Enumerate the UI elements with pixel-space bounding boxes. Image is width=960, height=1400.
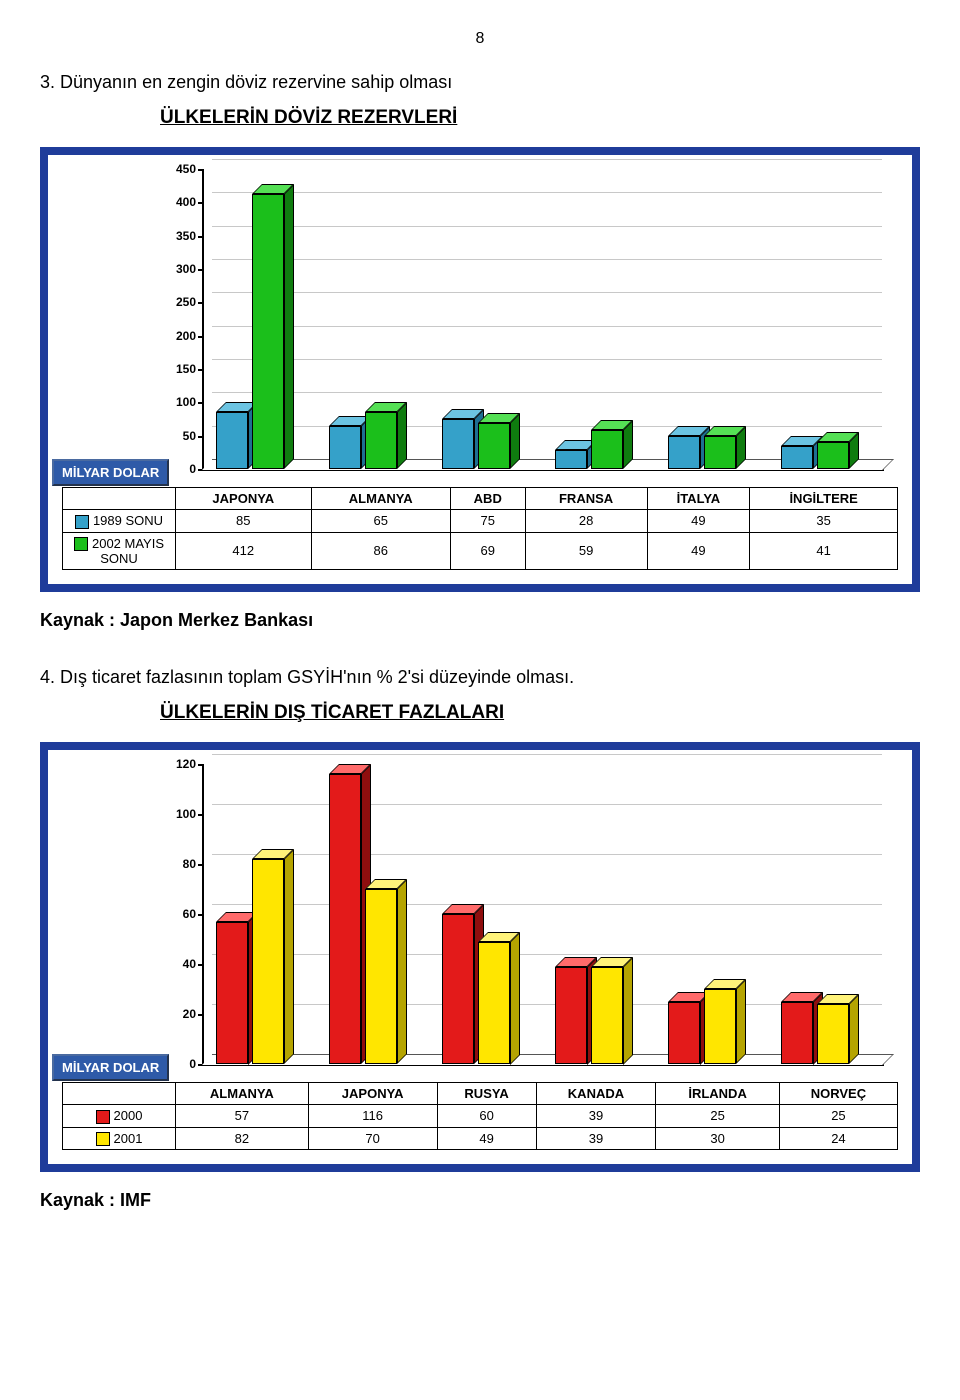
y-tick-label: 0 (162, 1057, 196, 1071)
bar (781, 446, 813, 469)
y-tick-label: 0 (162, 462, 196, 476)
data-cell: 86 (311, 532, 450, 570)
gridline (212, 754, 882, 755)
chart-frame-1: MİLYAR DOLAR 0 50 100 150 200 250 300 350 400 450… (40, 147, 920, 592)
data-cell: 59 (525, 532, 647, 570)
column-header: JAPONYA (176, 488, 312, 510)
source-2: Kaynak : IMF (40, 1190, 920, 1211)
bar (781, 1002, 813, 1065)
bar (478, 942, 510, 1065)
y-tick-label: 300 (162, 262, 196, 276)
column-header: NORVEÇ (779, 1083, 897, 1105)
bar (704, 436, 736, 469)
data-cell: 49 (647, 532, 750, 570)
y-tick-label: 50 (162, 429, 196, 443)
bar (668, 436, 700, 469)
y-tick-label: 150 (162, 362, 196, 376)
section-heading-1: 3. Dünyanın en zengin döviz rezervine sa… (40, 72, 920, 93)
y-axis-label-2: MİLYAR DOLAR (52, 1054, 169, 1081)
y-tick-label: 20 (162, 1007, 196, 1021)
bar (555, 450, 587, 469)
y-tick-label: 450 (162, 162, 196, 176)
bar (478, 423, 510, 469)
legend-cell: 2001 (63, 1127, 176, 1150)
column-header: JAPONYA (308, 1083, 437, 1105)
bar (442, 419, 474, 469)
column-header: İTALYA (647, 488, 750, 510)
column-header: ALMANYA (176, 1083, 309, 1105)
bar (329, 774, 361, 1064)
bar (817, 1004, 849, 1064)
column-header: KANADA (536, 1083, 656, 1105)
data-cell: 41 (750, 532, 898, 570)
bar (555, 967, 587, 1065)
column-header: RUSYA (437, 1083, 536, 1105)
legend-cell: 2002 MAYIS SONU (63, 532, 176, 570)
chart-title-1: ÜLKELERİN DÖVİZ REZERVLERİ (160, 107, 920, 129)
data-cell: 35 (750, 510, 898, 533)
bar (216, 922, 248, 1065)
y-tick-label: 200 (162, 329, 196, 343)
data-cell: 85 (176, 510, 312, 533)
bar (252, 194, 284, 469)
bar (591, 967, 623, 1065)
y-tick-label: 40 (162, 957, 196, 971)
column-header: ABD (450, 488, 525, 510)
y-tick-label: 350 (162, 229, 196, 243)
data-cell: 30 (656, 1127, 779, 1150)
bar (704, 989, 736, 1064)
data-cell: 25 (656, 1105, 779, 1128)
gridline (212, 159, 882, 160)
data-cell: 75 (450, 510, 525, 533)
bar (817, 442, 849, 469)
chart-title-2: ÜLKELERİN DIŞ TİCARET FAZLALARI (160, 702, 920, 724)
y-tick-label: 80 (162, 857, 196, 871)
y-tick-label: 100 (162, 807, 196, 821)
data-cell: 49 (647, 510, 750, 533)
bar (668, 1002, 700, 1065)
bar (442, 914, 474, 1064)
data-table-2: ALMANYAJAPONYARUSYAKANADAİRLANDANORVEÇ 20… (62, 1082, 898, 1150)
data-cell: 412 (176, 532, 312, 570)
data-cell: 39 (536, 1105, 656, 1128)
bar (216, 412, 248, 469)
y-tick-label: 400 (162, 195, 196, 209)
data-cell: 57 (176, 1105, 309, 1128)
bar (252, 859, 284, 1064)
data-cell: 70 (308, 1127, 437, 1150)
legend-cell: 2000 (63, 1105, 176, 1128)
bar (329, 426, 361, 469)
y-axis-label-1: MİLYAR DOLAR (52, 459, 169, 486)
data-cell: 25 (779, 1105, 897, 1128)
data-cell: 60 (437, 1105, 536, 1128)
column-header: İRLANDA (656, 1083, 779, 1105)
y-tick-label: 100 (162, 395, 196, 409)
column-header: FRANSA (525, 488, 647, 510)
section-heading-2: 4. Dış ticaret fazlasının toplam GSYİH'n… (40, 667, 920, 688)
data-cell: 49 (437, 1127, 536, 1150)
bar (365, 412, 397, 469)
data-cell: 24 (779, 1127, 897, 1150)
data-table-1: JAPONYAALMANYAABDFRANSAİTALYAİNGİLTERE 19… (62, 487, 898, 570)
y-tick-label: 120 (162, 757, 196, 771)
bar (591, 430, 623, 469)
legend-cell: 1989 SONU (63, 510, 176, 533)
page-number: 8 (40, 30, 920, 48)
y-tick-label: 250 (162, 295, 196, 309)
chart-frame-2: MİLYAR DOLAR 0 20 40 60 80 100 120 ALMANYAJAPO… (40, 742, 920, 1172)
bar (365, 889, 397, 1064)
source-1: Kaynak : Japon Merkez Bankası (40, 610, 920, 631)
data-cell: 65 (311, 510, 450, 533)
y-tick-label: 60 (162, 907, 196, 921)
data-cell: 82 (176, 1127, 309, 1150)
data-cell: 39 (536, 1127, 656, 1150)
data-cell: 116 (308, 1105, 437, 1128)
column-header: ALMANYA (311, 488, 450, 510)
data-cell: 69 (450, 532, 525, 570)
column-header: İNGİLTERE (750, 488, 898, 510)
data-cell: 28 (525, 510, 647, 533)
